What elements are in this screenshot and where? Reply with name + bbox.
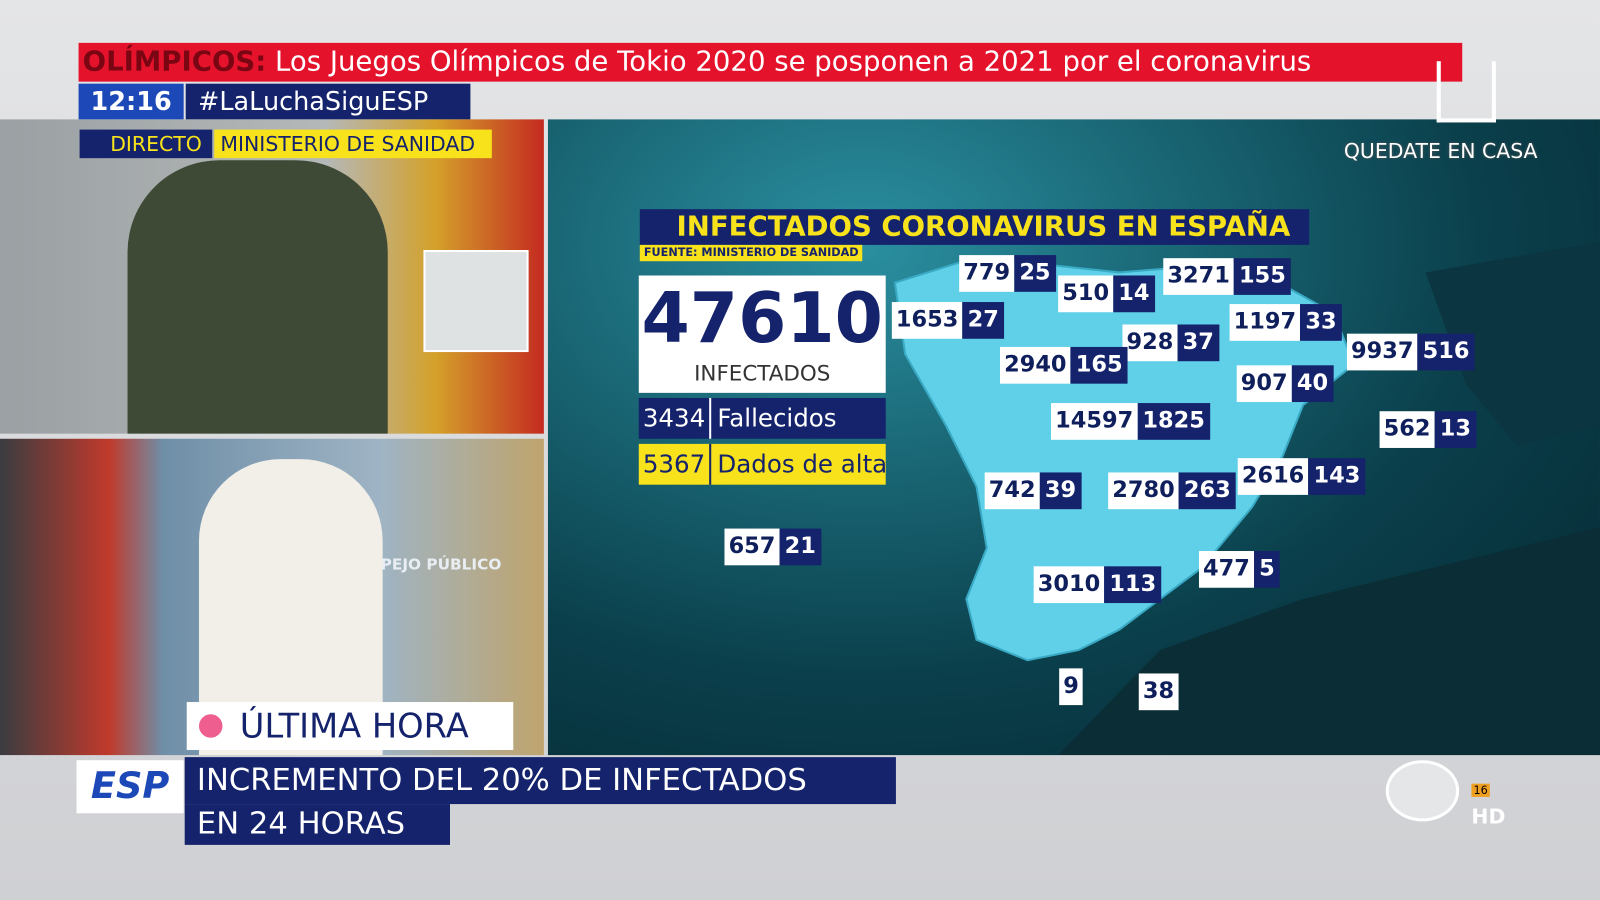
- region-cases: 2616: [1237, 458, 1309, 495]
- region-label: 928 37: [1122, 324, 1219, 362]
- recovered-label: Dados de alta: [717, 449, 888, 479]
- region-deaths: 155: [1233, 258, 1291, 295]
- map-title-text: INFECTADOS CORONAVIRUS EN ESPAÑA: [676, 211, 1291, 243]
- region-cases: 14597: [1051, 403, 1138, 440]
- ticker: OLÍMPICOS: Los Juegos Olímpicos de Tokio…: [78, 42, 1463, 82]
- region-deaths: 165: [1070, 346, 1128, 384]
- region-label: 742 39: [984, 472, 1082, 510]
- ticker-text: Los Juegos Olímpicos de Tokio 2020 se po…: [275, 45, 1312, 78]
- region-cases: 477: [1198, 551, 1255, 588]
- region-cases: 2780: [1108, 472, 1179, 510]
- region-label: 3010 113: [1033, 566, 1162, 604]
- region-cases: 779: [959, 255, 1015, 292]
- region-deaths: 40: [1291, 365, 1334, 403]
- region-deaths: 21: [779, 528, 821, 566]
- region-label: 1653 27: [891, 302, 1004, 339]
- region-cases: 2940: [999, 346, 1071, 384]
- map-source: FUENTE: MINISTERIO DE SANIDAD: [639, 244, 863, 262]
- region-cases: 9: [1059, 668, 1083, 706]
- channel-logo: [1385, 760, 1460, 822]
- region-cases: 907: [1236, 365, 1292, 403]
- region-deaths: 263: [1178, 472, 1236, 510]
- live-tag: DIRECTO: [79, 129, 213, 159]
- esp-logo: ESP: [76, 760, 184, 814]
- region-label: 907 40: [1236, 365, 1334, 403]
- total-box: 47610 INFECTADOS: [638, 275, 886, 393]
- sign-interpreter: [423, 249, 529, 353]
- region-cases: 3010: [1033, 566, 1105, 604]
- region-deaths: 25: [1014, 255, 1056, 292]
- region-cases: 657: [724, 528, 780, 566]
- region-cases: 1197: [1229, 304, 1301, 341]
- region-deaths: 33: [1300, 304, 1342, 341]
- region-cases: 3271: [1163, 258, 1234, 295]
- total-label: INFECTADOS: [694, 361, 831, 386]
- breaking-tag: ÚLTIMA HORA: [186, 702, 514, 750]
- region-cases: 562: [1379, 411, 1435, 448]
- region-cases: 742: [984, 472, 1040, 510]
- headline-1: INCREMENTO DEL 20% DE INFECTADOS: [184, 757, 896, 805]
- rating: 16: [1471, 783, 1490, 797]
- region-label: 3271 155: [1163, 258, 1291, 295]
- corner-icon: [1436, 61, 1496, 123]
- clock: 12:16: [78, 83, 184, 120]
- region-deaths: 13: [1434, 411, 1477, 448]
- deaths-value: 3434: [639, 397, 712, 439]
- region-label: 2780 263: [1108, 472, 1236, 510]
- region-label: 1197 33: [1229, 304, 1342, 341]
- studio-logo: ESPEJO PÚBLICO: [359, 555, 502, 574]
- live-source: MINISTERIO DE SANIDAD: [214, 129, 492, 159]
- quality: HD: [1471, 804, 1506, 829]
- breaking-text: ÚLTIMA HORA: [239, 706, 469, 746]
- region-label: 9937 516: [1346, 333, 1475, 371]
- region-deaths: 5: [1254, 551, 1280, 588]
- total-value: 47610: [641, 278, 883, 360]
- region-deaths: 39: [1039, 472, 1082, 510]
- region-label: 562 13: [1379, 411, 1477, 448]
- speaker: [127, 160, 388, 434]
- deaths-row: 3434 Fallecidos: [638, 397, 886, 439]
- recovered-value: 5367: [639, 443, 712, 485]
- region-deaths: 27: [962, 302, 1004, 339]
- video-top: [0, 119, 544, 434]
- region-cases: 9937: [1346, 333, 1418, 371]
- breaking-dot: [198, 714, 223, 738]
- region-deaths: 14: [1113, 275, 1155, 313]
- region-deaths: 143: [1308, 458, 1366, 495]
- region-cases: 510: [1058, 275, 1114, 313]
- region-label: 14597 1825: [1051, 403, 1210, 440]
- region-label: 657 21: [724, 528, 821, 566]
- region-label: 2940 165: [999, 346, 1128, 384]
- live-text: DIRECTO: [110, 131, 202, 157]
- ticker-label: OLÍMPICOS:: [82, 45, 267, 78]
- region-deaths: 1825: [1137, 403, 1210, 440]
- region-label: 38: [1138, 673, 1179, 711]
- region-deaths: 516: [1417, 333, 1475, 371]
- map-title: INFECTADOS CORONAVIRUS EN ESPAÑA: [639, 209, 1310, 245]
- region-label: 477 5: [1198, 551, 1280, 588]
- region-deaths: 113: [1104, 566, 1162, 604]
- region-cases: 38: [1138, 673, 1179, 711]
- deaths-label: Fallecidos: [717, 404, 837, 433]
- region-label: 510 14: [1058, 275, 1155, 313]
- region-label: 779 25: [959, 255, 1056, 292]
- corner-text: QUEDATE EN CASA: [1343, 138, 1538, 164]
- region-cases: 928: [1122, 324, 1178, 362]
- headline-2: EN 24 HORAS: [184, 804, 450, 845]
- region-cases: 1653: [891, 302, 963, 339]
- region-label: 2616 143: [1237, 458, 1366, 495]
- region-label: 9: [1059, 668, 1083, 706]
- recovered-row: 5367 Dados de alta: [638, 443, 888, 485]
- region-deaths: 37: [1177, 324, 1219, 362]
- hashtag: #LaLuchaSiguESP: [185, 83, 471, 120]
